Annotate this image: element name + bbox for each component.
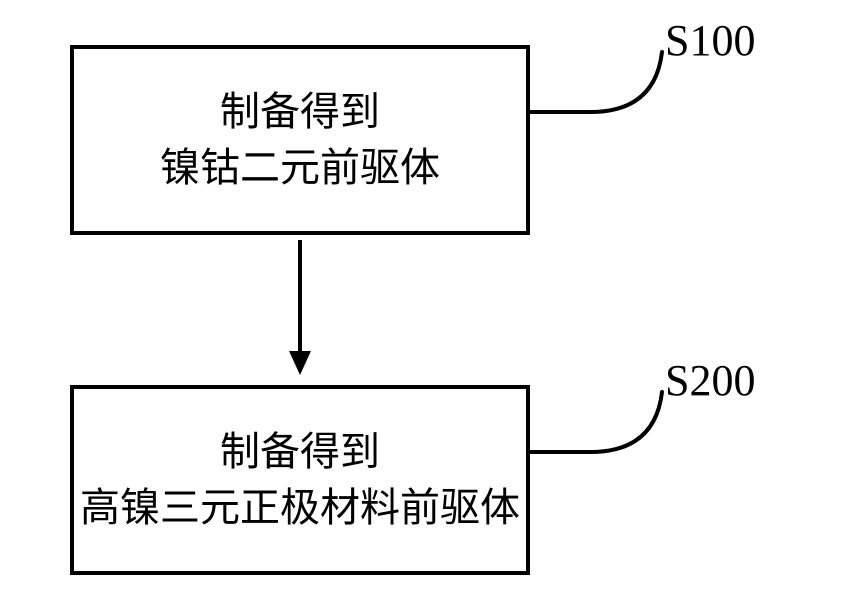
flowchart-box-s200-line2: 高镍三元正极材料前驱体 [80, 480, 520, 536]
flowchart-box-s200: 制备得到 高镍三元正极材料前驱体 [70, 385, 530, 575]
flowchart-box-s100: 制备得到 镍钴二元前驱体 [70, 45, 530, 235]
step-label-s100: S100 [665, 15, 755, 66]
down-arrow [289, 240, 311, 375]
step-label-s200: S200 [665, 355, 755, 406]
flowchart-box-s100-line1: 制备得到 [220, 84, 380, 140]
callout-curves [530, 52, 662, 452]
flowchart-canvas: 制备得到 镍钴二元前驱体 制备得到 高镍三元正极材料前驱体 S100 S200 [0, 0, 843, 613]
flowchart-box-s200-line1: 制备得到 [220, 424, 380, 480]
flowchart-box-s100-line2: 镍钴二元前驱体 [160, 140, 440, 196]
